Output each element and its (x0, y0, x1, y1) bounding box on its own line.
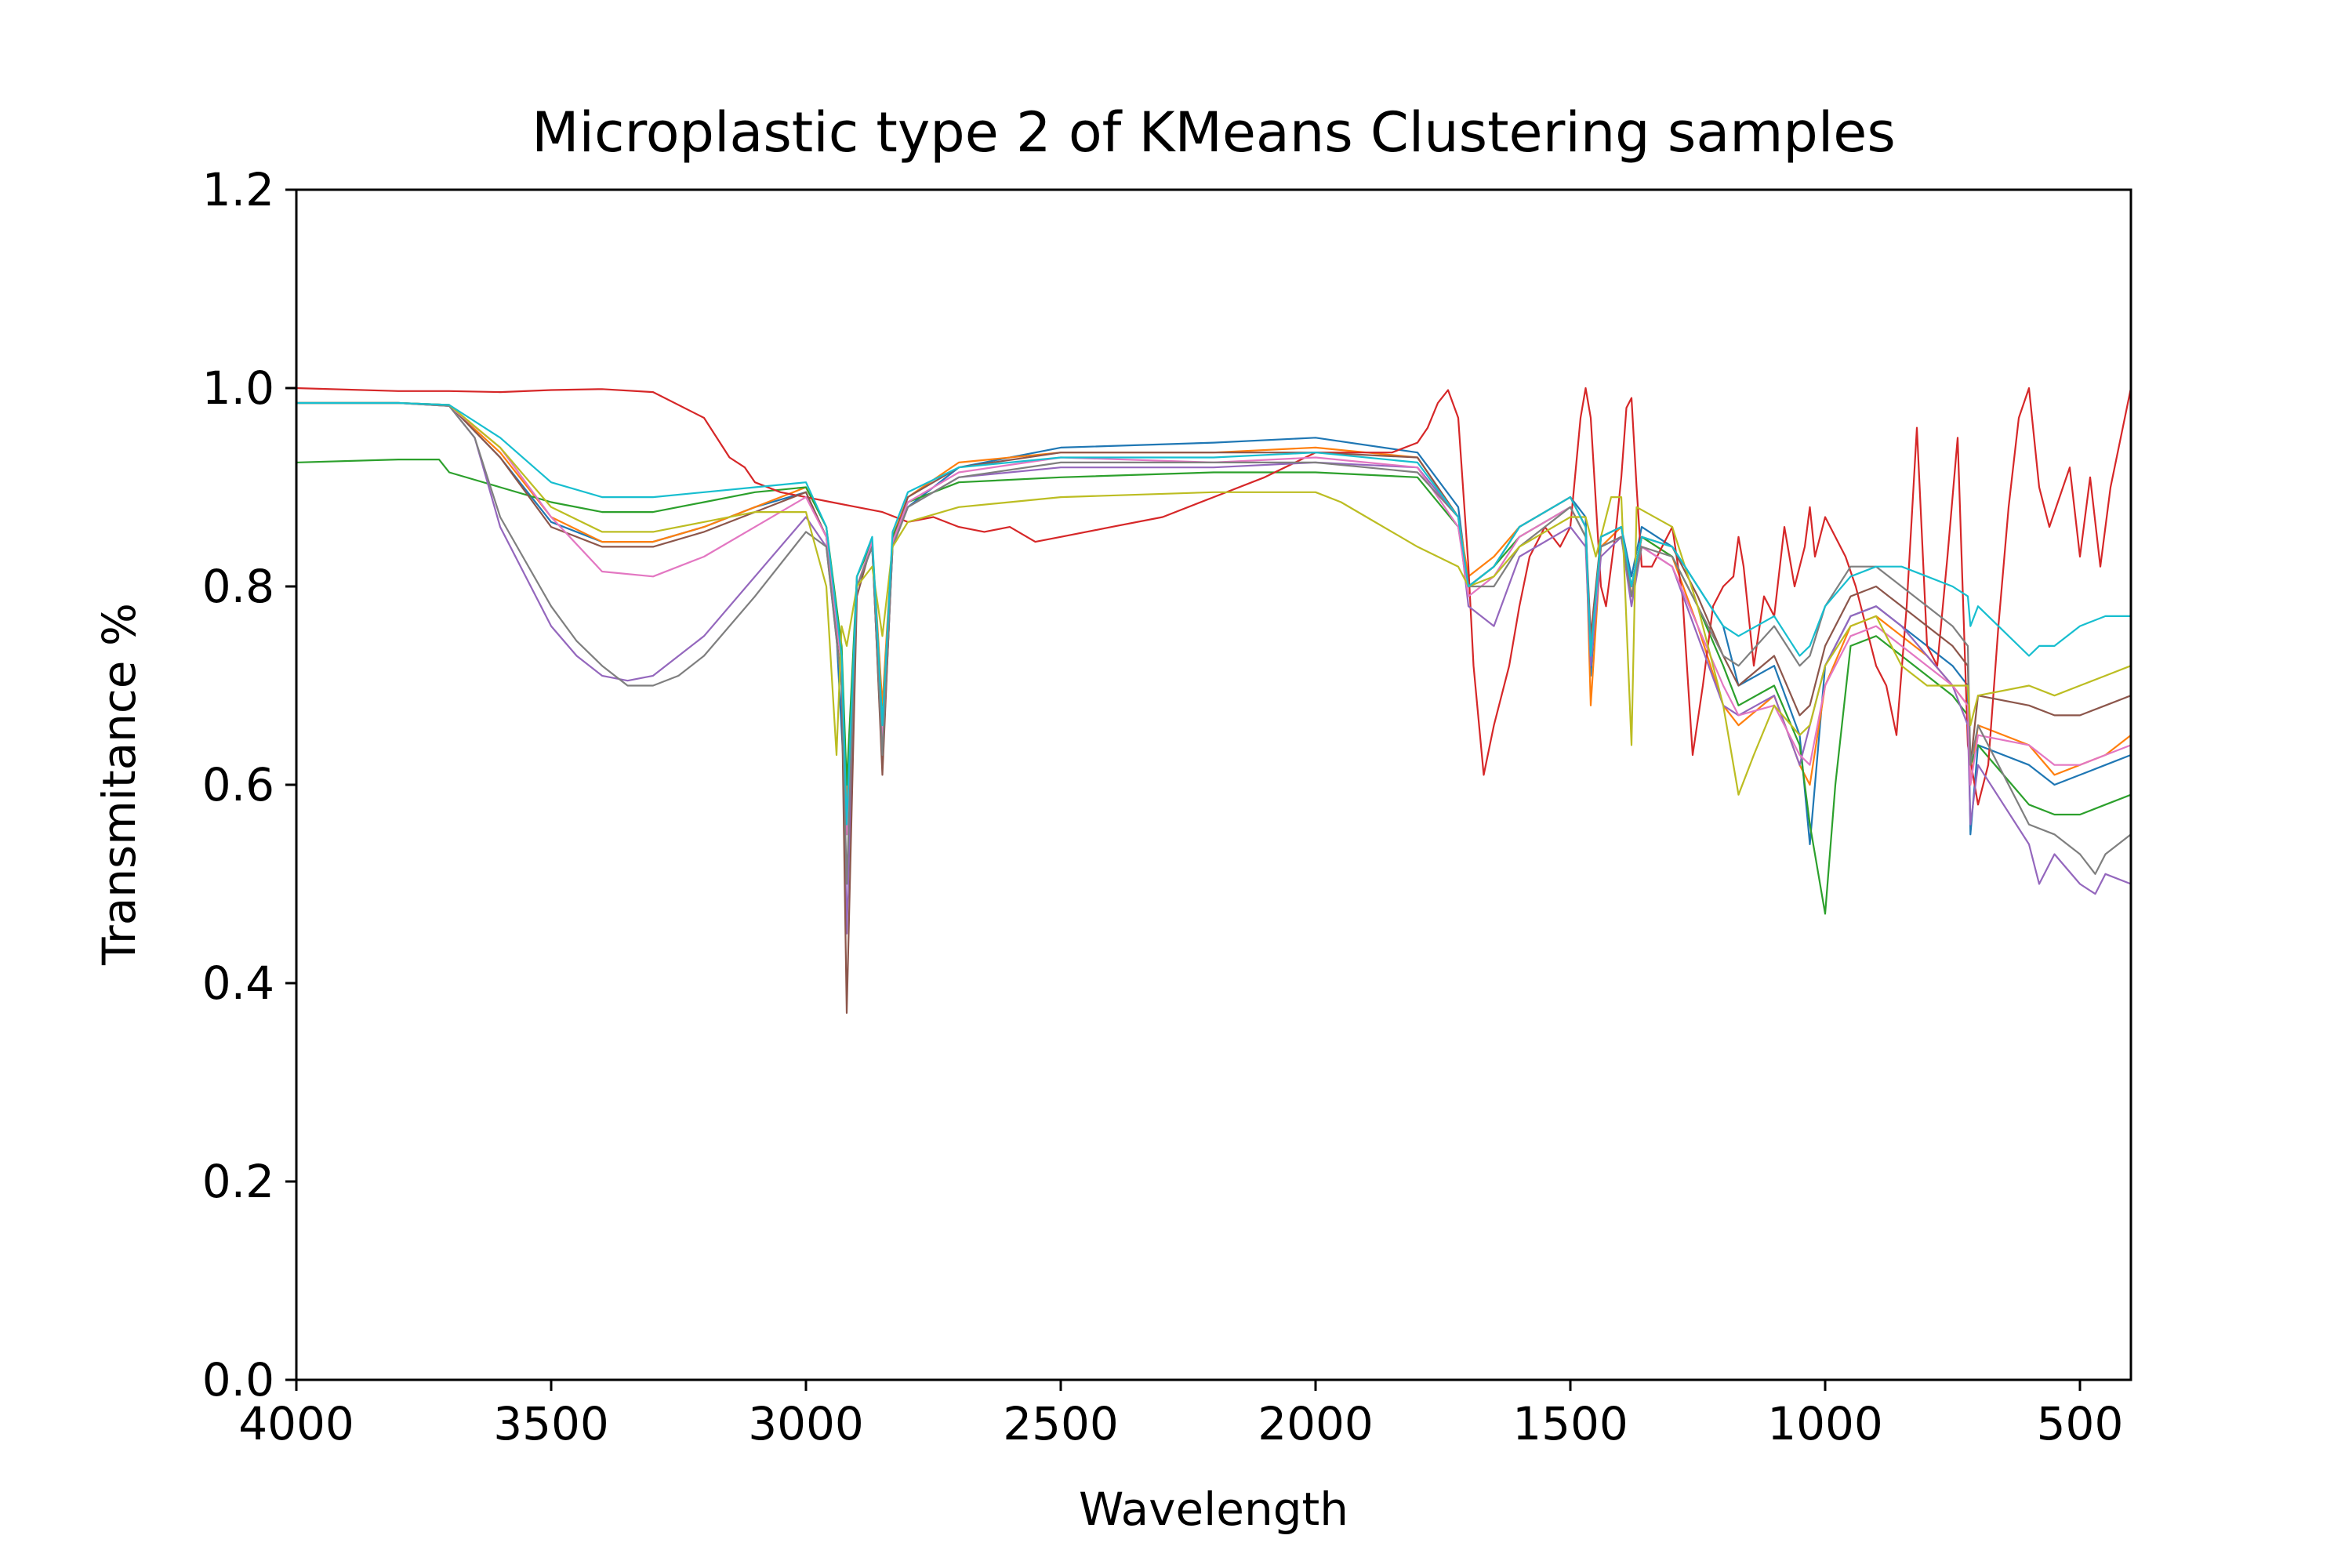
axis-ticks: 4000 3500 3000 2500 2000 1500 1000 500 0.0 0.2 0.4… (202, 163, 2124, 1450)
x-tick-label: 4000 (238, 1397, 354, 1450)
x-tick-label: 3500 (493, 1397, 609, 1450)
y-tick-label: 0.6 (202, 758, 274, 811)
series-line-6 (296, 401, 2132, 1014)
series-group (296, 387, 2132, 1014)
x-tick-label: 500 (2037, 1397, 2124, 1450)
series-line-10 (296, 401, 2131, 826)
x-tick-label: 2500 (1003, 1397, 1119, 1450)
y-tick-label: 1.2 (202, 163, 274, 216)
series-line-9 (296, 401, 2132, 796)
x-tick-label: 1000 (1767, 1397, 1883, 1450)
series-line-4 (296, 387, 2132, 806)
chart-title: Microplastic type 2 of KMeans Clustering… (532, 100, 1896, 165)
y-tick-label: 0.2 (202, 1155, 274, 1208)
x-tick-label: 1500 (1512, 1397, 1628, 1450)
y-tick-label: 0.4 (202, 956, 274, 1010)
plot-frame (295, 188, 2132, 1381)
y-axis-title: Transmitance % (93, 603, 146, 966)
x-axis-title: Wavelength (1079, 1483, 1348, 1536)
y-tick-label: 1.0 (202, 361, 274, 415)
x-tick-label: 3000 (748, 1397, 864, 1450)
series-line-8 (296, 401, 2132, 885)
y-tick-label: 0.0 (202, 1353, 274, 1406)
y-tick-label: 0.8 (202, 560, 274, 613)
series-line-5 (296, 401, 2132, 935)
x-tick-label: 2000 (1258, 1397, 1374, 1450)
